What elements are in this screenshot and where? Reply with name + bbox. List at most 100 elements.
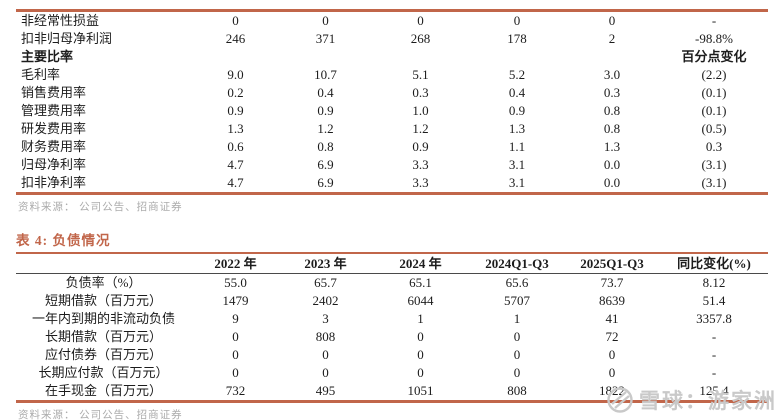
cell-value: 808 (507, 383, 527, 398)
cell-value (470, 48, 564, 66)
cell-value: 371 (315, 31, 336, 46)
cell-value: 0 (322, 365, 329, 380)
table4-title: 表 4: 负债情况 (16, 233, 111, 248)
table-row: 应付债券（百万元） 0 0 0 0 0 - (16, 346, 768, 364)
cell-value: 3.3 (412, 175, 429, 190)
row-label: 负债率（%） (65, 275, 142, 290)
table-row: 研发费用率 1.3 1.2 1.2 1.3 0.8 (0.5) (16, 120, 768, 138)
cell-value: 0 (608, 13, 616, 28)
table-row: 长期借款（百万元） 0 808 0 0 72 - (16, 328, 768, 346)
cell-value: 808 (315, 329, 336, 344)
cell-value: 73.7 (600, 275, 624, 290)
cell-value: - (711, 329, 717, 344)
cell-value: 2 (608, 31, 616, 46)
cell-value: 0.6 (227, 139, 244, 154)
row-label: 毛利率 (21, 67, 61, 82)
cell-value: 8639 (599, 293, 625, 308)
row-label: 主要比率 (21, 49, 74, 64)
table-row: 扣非归母净利润 246 371 268 178 2 -98.8% (16, 30, 768, 48)
cell-value: 0.9 (227, 103, 244, 118)
row-label: 管理费用率 (21, 103, 87, 118)
cell-value: 10.7 (314, 67, 337, 82)
cell-value: 0.3 (705, 139, 723, 154)
row-label: 财务费用率 (21, 139, 87, 154)
table-row: 销售费用率 0.2 0.4 0.3 0.4 0.3 (0.1) (16, 84, 768, 102)
cell-value: 0 (417, 13, 424, 28)
column-header: 2024Q1-Q3 (470, 253, 564, 274)
cell-value: 0.9 (412, 139, 429, 154)
cell-value: 0.3 (603, 85, 621, 100)
table-row: 归母净利率 4.7 6.9 3.3 3.1 0.0 (3.1) (16, 156, 768, 174)
cell-value: 3357.8 (696, 311, 732, 326)
table-row: 短期借款（百万元） 1479 2402 6044 5707 8639 51.4 (16, 292, 768, 310)
cell-value (191, 48, 280, 66)
column-header (16, 253, 191, 274)
cell-value: 5707 (504, 293, 530, 308)
cell-value: 0.9 (508, 103, 526, 118)
cell-value: 0 (608, 347, 616, 362)
cell-value: 0 (232, 365, 239, 380)
cell-value: 5.2 (508, 67, 526, 82)
cell-value: (3.1) (701, 157, 727, 172)
cell-value: 3 (322, 311, 329, 326)
debt-table: 2022 年 2023 年 2024 年 2024Q1-Q3 2025Q1-Q3… (16, 252, 768, 403)
column-header: 2022 年 (191, 253, 280, 274)
row-label: 归母净利率 (21, 157, 87, 172)
table1-source-note: 资料来源： 公司公告、招商证券 (18, 202, 183, 213)
cell-value: 268 (410, 31, 431, 46)
cell-value: 0 (232, 329, 239, 344)
cell-value: 0.3 (412, 85, 429, 100)
cell-value: 0 (417, 329, 424, 344)
row-label: 短期借款（百万元） (44, 293, 162, 308)
row-label: 研发费用率 (21, 121, 87, 136)
table2-source-note: 资料来源： 公司公告、招商证券 (18, 410, 183, 420)
cell-value: 2402 (312, 293, 339, 308)
cell-value: 3.1 (508, 175, 526, 190)
cell-value: 0 (608, 365, 616, 380)
cell-value: 41 (605, 311, 619, 326)
cell-value: 1.2 (317, 121, 334, 136)
cell-value: 0.9 (317, 103, 334, 118)
cell-value: 8.12 (702, 275, 726, 290)
row-label: 长期借款（百万元） (44, 329, 162, 344)
cell-value: 0 (513, 329, 521, 344)
cell-value: 0 (513, 365, 521, 380)
table-row: 财务费用率 0.6 0.8 0.9 1.1 1.3 0.3 (16, 138, 768, 156)
cell-value: - (711, 365, 717, 380)
cell-value: 732 (225, 383, 246, 398)
cell-value: 246 (225, 31, 246, 46)
cell-value: 4.7 (227, 175, 244, 190)
cell-value: - (711, 347, 717, 362)
cell-value: (3.1) (701, 175, 727, 190)
column-header: 同比变化(%) (660, 253, 768, 274)
cell-value: 495 (315, 383, 336, 398)
table-row: 非经常性损益 0 0 0 0 0 - (16, 11, 768, 31)
cell-value: 9.0 (227, 67, 244, 82)
row-label: 应付债券（百万元） (44, 347, 162, 362)
cell-value: 1.0 (412, 103, 429, 118)
cell-value: 55.0 (224, 275, 247, 290)
row-label: 长期应付款（百万元） (38, 365, 169, 380)
column-header: 2023 年 (280, 253, 371, 274)
cell-value: 1.3 (508, 121, 526, 136)
cell-value: 0.4 (317, 85, 334, 100)
cell-value: 1.2 (412, 121, 429, 136)
table-row: 管理费用率 0.9 0.9 1.0 0.9 0.8 (0.1) (16, 102, 768, 120)
row-label: 非经常性损益 (21, 13, 100, 28)
cell-value: 0 (513, 347, 521, 362)
cell-value: 1 (417, 311, 424, 326)
cell-value: 4.7 (227, 157, 244, 172)
cell-value: 6.9 (317, 157, 334, 172)
cell-value: 0 (232, 13, 239, 28)
cell-value (564, 48, 660, 66)
cell-value: 9 (232, 311, 239, 326)
cell-value: 0 (417, 347, 424, 362)
cell-value: - (711, 13, 717, 28)
cell-value: 0 (417, 365, 424, 380)
cell-value: 0.8 (317, 139, 334, 154)
cell-value: 0.0 (603, 175, 621, 190)
table-row: 在手现金（百万元） 732 495 1051 808 1822 125.4 (16, 382, 768, 402)
cell-value: 1479 (222, 293, 249, 308)
row-label: 扣非净利率 (21, 175, 87, 190)
